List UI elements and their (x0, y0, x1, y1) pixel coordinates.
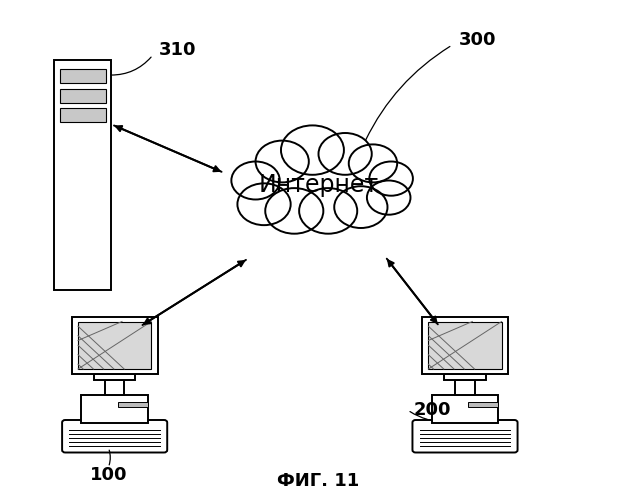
Bar (432, 395, 498, 422)
FancyBboxPatch shape (413, 420, 517, 452)
Circle shape (265, 188, 324, 234)
Ellipse shape (249, 152, 388, 228)
Circle shape (318, 133, 372, 175)
Bar (94, 374, 136, 380)
Bar (422, 316, 508, 374)
Bar (455, 380, 475, 395)
Bar (60, 108, 106, 122)
Circle shape (238, 184, 290, 225)
Bar (445, 374, 485, 380)
Text: 200: 200 (414, 401, 452, 419)
Circle shape (255, 140, 309, 182)
Bar (105, 380, 124, 395)
Circle shape (334, 186, 387, 228)
Bar (71, 316, 158, 374)
Circle shape (231, 162, 280, 200)
Text: 100: 100 (90, 466, 127, 484)
Bar (54, 60, 111, 290)
Text: 300: 300 (459, 31, 496, 49)
Bar (118, 402, 148, 407)
Text: 310: 310 (159, 41, 197, 59)
Bar (428, 322, 502, 369)
Bar (60, 69, 106, 83)
Circle shape (349, 144, 397, 182)
Circle shape (299, 188, 357, 234)
Text: Интернет: Интернет (259, 173, 378, 197)
Circle shape (367, 180, 410, 214)
Circle shape (281, 126, 344, 175)
Circle shape (369, 162, 413, 196)
Bar (60, 89, 106, 102)
Text: ФИГ. 11: ФИГ. 11 (277, 472, 360, 490)
Bar (78, 322, 152, 369)
FancyBboxPatch shape (62, 420, 167, 452)
Bar (82, 395, 148, 422)
Bar (468, 402, 498, 407)
